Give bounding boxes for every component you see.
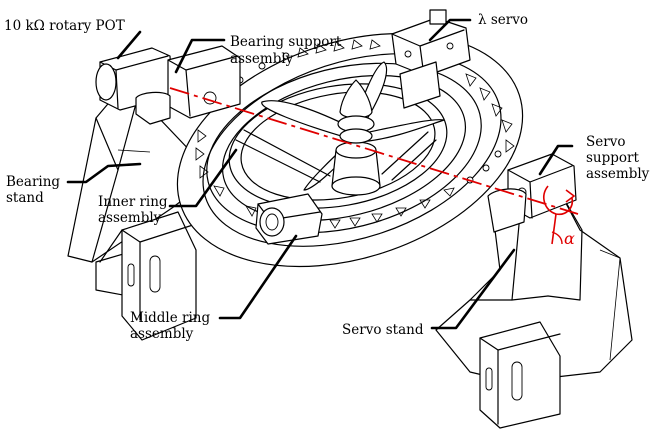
servo-stand-foot xyxy=(479,321,561,429)
alpha-arrowhead xyxy=(565,189,576,203)
label-bearing-stand-line1: Bearing xyxy=(6,174,60,190)
middle-ring-clamp xyxy=(255,193,323,245)
inner-ring xyxy=(228,83,448,209)
leader-inner-ring xyxy=(168,148,238,208)
motor xyxy=(331,79,381,196)
leader-servo-stand xyxy=(430,248,516,330)
alpha-reference-line xyxy=(551,213,557,245)
leader-lambda-servo xyxy=(428,18,472,42)
alpha-small-arc xyxy=(551,231,563,245)
leader-pot xyxy=(116,30,142,60)
label-lambda-servo: λ servo xyxy=(478,12,528,28)
servo-support-assembly xyxy=(487,153,577,233)
lambda-servo xyxy=(391,9,471,109)
label-alpha: α xyxy=(564,229,575,248)
leader-servo-support xyxy=(538,144,574,176)
middle-ring xyxy=(206,62,482,234)
labels: 10 kΩ rotary POT Bearing support assembl… xyxy=(4,12,650,342)
label-servo-support-line3: assembly xyxy=(586,166,650,182)
label-pot: 10 kΩ rotary POT xyxy=(4,18,125,34)
bearing-support-assembly xyxy=(135,45,241,125)
label-bearing-support-line2: assembly xyxy=(230,51,294,67)
label-middle-ring-line2: assembly xyxy=(130,326,194,342)
inner-ring-struts xyxy=(235,129,437,183)
label-servo-stand: Servo stand xyxy=(342,322,424,338)
label-bearing-stand-line2: stand xyxy=(6,190,44,206)
axis-line xyxy=(169,87,579,215)
label-inner-ring-line1: Inner ring xyxy=(98,194,168,210)
leader-bearing-stand xyxy=(66,162,142,184)
leader-bearing-support xyxy=(174,38,226,74)
label-servo-support-line2: support xyxy=(586,150,639,166)
leader-middle-ring xyxy=(218,234,298,320)
label-bearing-support-line1: Bearing support xyxy=(230,34,342,50)
bearing-stand-foot xyxy=(99,211,197,341)
label-servo-support-line1: Servo xyxy=(586,134,625,150)
leader-lines xyxy=(66,18,574,330)
label-middle-ring-line1: Middle ring xyxy=(130,310,210,326)
label-inner-ring-line2: assembly xyxy=(98,210,162,226)
rotation-axis xyxy=(169,87,579,245)
